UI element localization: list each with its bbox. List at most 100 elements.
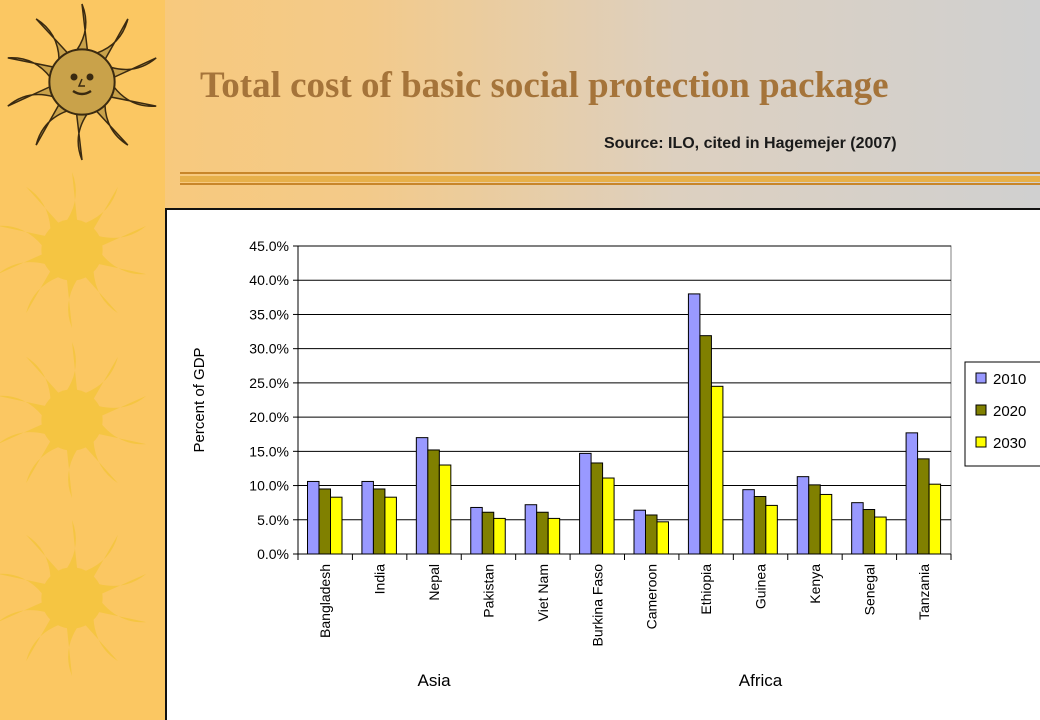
bar-2030: [874, 516, 887, 555]
source-note: Source: ILO, cited in Hagemejer (2007): [604, 135, 897, 152]
sun-ray: [85, 356, 118, 400]
sun-ray: [26, 440, 59, 484]
y-tick-label: 35.0%: [249, 306, 289, 322]
y-tick-label: 10.0%: [249, 478, 289, 494]
sun-ray: [7, 85, 55, 107]
sun-ray: [85, 618, 118, 662]
sun-ray: [98, 573, 147, 594]
bar-2020: [590, 462, 604, 555]
y-tick-label: 25.0%: [249, 375, 289, 391]
sun-ray: [66, 172, 78, 221]
bar-2030: [547, 517, 561, 555]
bar-2010: [851, 502, 864, 555]
bar-2020: [318, 488, 331, 555]
bar-2020: [917, 458, 930, 555]
sun-ray: [85, 186, 118, 230]
sun-border: [0, 0, 165, 720]
bar-2010: [579, 452, 592, 555]
sun-disc: [48, 48, 116, 116]
sun-ray: [26, 618, 59, 662]
sun-ray: [109, 85, 157, 107]
sun-icon: [0, 342, 147, 498]
sun-icon: [0, 520, 147, 676]
bar-2020: [699, 335, 712, 555]
y-axis-ticks: 0.0% 5.0% 10.0% 15.0% 20.0% 25.0% 30.0% 35.0% 40…: [249, 238, 298, 562]
bar-2010: [796, 476, 810, 555]
bar-2030: [819, 493, 833, 555]
sun-disc: [41, 567, 103, 629]
sun-ray: [98, 254, 147, 275]
bar-2030: [330, 496, 343, 555]
legend-label: 2030: [993, 435, 1026, 452]
bar-2030: [710, 385, 724, 555]
sun-ray: [66, 342, 78, 391]
x-tick-label: Viet Nam: [535, 564, 551, 621]
bar-2020: [372, 488, 386, 555]
sun-icon: [0, 172, 147, 328]
bar-2030: [384, 496, 397, 555]
x-tick-label: Bangladesh: [317, 564, 333, 638]
bar-2020: [862, 509, 876, 555]
sun-ray: [0, 395, 46, 416]
bar-2010: [633, 509, 646, 555]
category-group-label: Africa: [739, 671, 783, 690]
sun-ray: [95, 102, 129, 146]
sun-ray: [0, 602, 46, 622]
y-tick-label: 0.0%: [257, 546, 289, 562]
sun-ray: [98, 395, 147, 416]
sun-ray: [94, 18, 129, 61]
sun-ray: [66, 449, 78, 498]
title-rule: [180, 172, 1040, 185]
sun-disc: [41, 219, 103, 281]
bar-2020: [808, 484, 821, 555]
rule-line: [180, 176, 1040, 182]
bars: [307, 293, 942, 555]
bar-2010: [687, 293, 701, 555]
legend-label: 2020: [993, 403, 1026, 420]
sun-ray: [98, 424, 147, 445]
bar-2020: [645, 514, 658, 555]
x-axis-ticks: Bangladesh India Nepal Pakistan Viet Nam Burk…: [297, 554, 952, 647]
bar-chart: 0.0% 5.0% 10.0% 15.0% 20.0% 25.0% 30.0% 35.0% 40…: [191, 238, 1040, 690]
bar-2020: [536, 511, 549, 555]
x-tick-label: Guinea: [753, 564, 769, 609]
y-axis-title: Percent of GDP: [191, 347, 208, 452]
sun-ray: [85, 270, 118, 314]
bar-2030: [765, 504, 778, 555]
rule-line: [180, 172, 1040, 174]
bar-2030: [656, 521, 669, 555]
sun-ray: [35, 18, 69, 62]
sun-disc: [41, 389, 103, 451]
sun-ray: [75, 3, 89, 52]
sun-ray: [0, 225, 46, 246]
chart-area: 0.0% 5.0% 10.0% 15.0% 20.0% 25.0% 30.0% 35.0% 40…: [165, 208, 1040, 720]
sun-ray: [0, 573, 46, 594]
rule-line: [180, 183, 1040, 185]
bar-2010: [905, 432, 919, 555]
gridlines: [298, 245, 951, 521]
category-group-label: Asia: [418, 671, 452, 690]
legend-swatch-2010: [975, 372, 987, 384]
bar-2030: [928, 483, 942, 555]
sun-ray: [35, 103, 70, 146]
bar-2030: [438, 464, 452, 555]
legend-swatch-2020: [975, 404, 987, 416]
y-tick-label: 20.0%: [249, 409, 289, 425]
y-tick-label: 5.0%: [257, 512, 289, 528]
x-tick-label: Senegal: [861, 564, 877, 615]
sun-ray: [7, 57, 55, 79]
sun-ray: [98, 225, 147, 246]
legend: 2010 2020 2030: [964, 361, 1040, 467]
bar-2010: [524, 504, 538, 555]
bar-2010: [742, 489, 755, 555]
sun-ray: [75, 112, 89, 161]
sun-ray: [66, 520, 78, 569]
y-tick-label: 30.0%: [249, 341, 289, 357]
y-tick-label: 15.0%: [249, 443, 289, 459]
sun-eye: [86, 73, 94, 81]
x-tick-label: Ethiopia: [698, 564, 714, 615]
legend-swatch-2030: [975, 436, 987, 448]
x-tick-label: Burkina Faso: [589, 564, 605, 647]
slide-title: Total cost of basic social protection pa…: [200, 65, 889, 106]
x-tick-label: Tanzania: [916, 564, 932, 620]
